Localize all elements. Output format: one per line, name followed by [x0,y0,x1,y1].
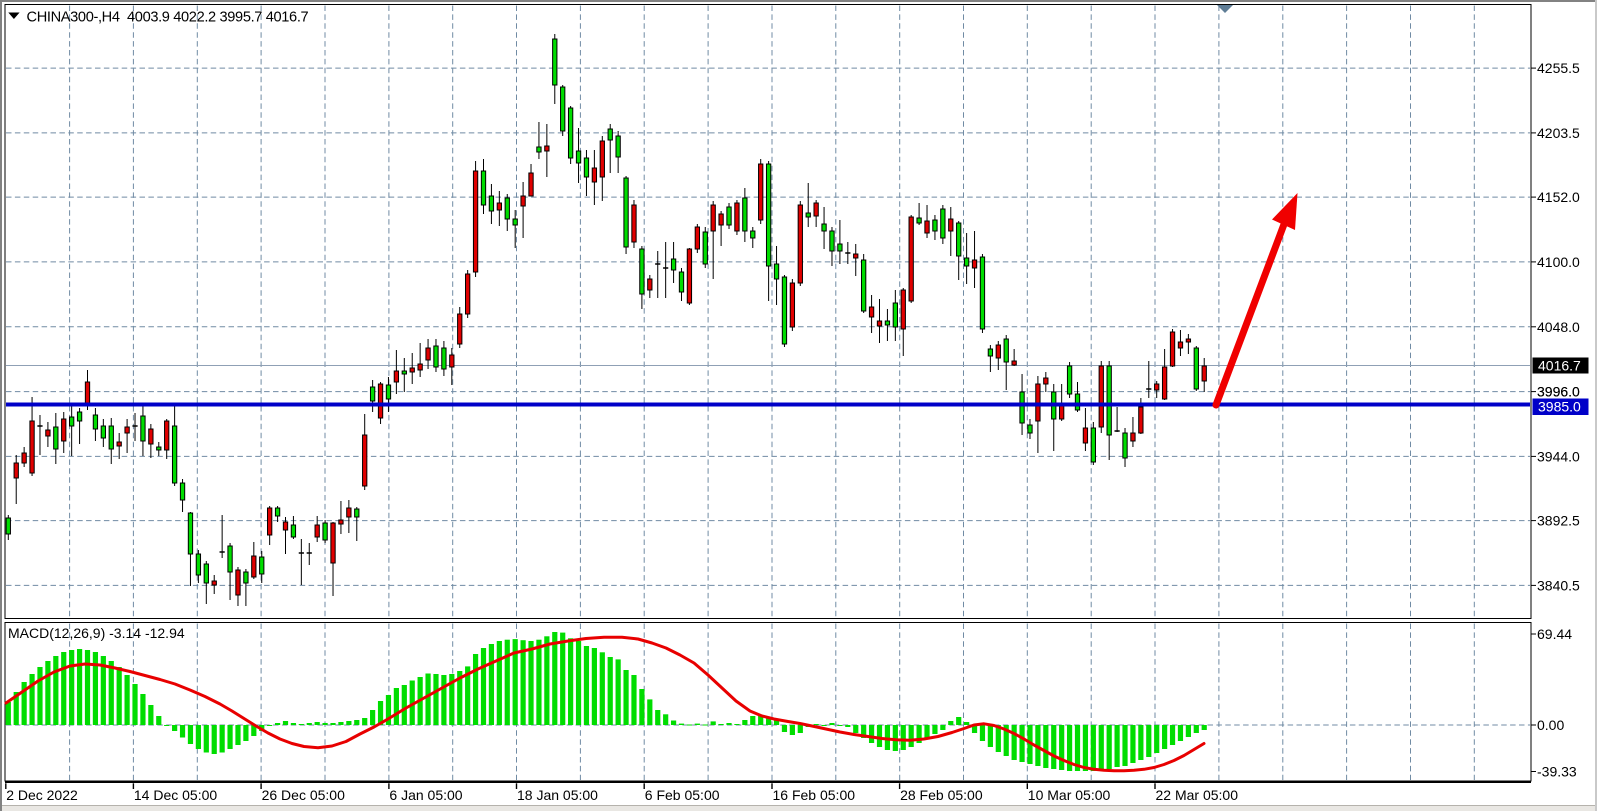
svg-text:4048.0: 4048.0 [1537,319,1580,335]
svg-text:26 Dec 05:00: 26 Dec 05:00 [262,787,345,803]
svg-text:69.44: 69.44 [1537,626,1572,642]
svg-text:6 Feb 05:00: 6 Feb 05:00 [645,787,720,803]
svg-text:3840.5: 3840.5 [1537,577,1580,593]
svg-text:22 Mar 05:00: 22 Mar 05:00 [1156,787,1239,803]
svg-text:18 Jan 05:00: 18 Jan 05:00 [517,787,598,803]
svg-text:3985.0: 3985.0 [1538,399,1581,415]
svg-text:3944.0: 3944.0 [1537,448,1580,464]
svg-text:4016.7: 4016.7 [1538,358,1581,374]
svg-text:4255.5: 4255.5 [1537,60,1580,76]
svg-text:4100.0: 4100.0 [1537,254,1580,270]
svg-text:-39.33: -39.33 [1537,764,1577,780]
svg-text:14 Dec 05:00: 14 Dec 05:00 [134,787,217,803]
svg-text:28 Feb 05:00: 28 Feb 05:00 [900,787,983,803]
svg-text:2 Dec 2022: 2 Dec 2022 [6,787,78,803]
svg-text:0.00: 0.00 [1537,717,1564,733]
svg-text:6 Jan 05:00: 6 Jan 05:00 [389,787,462,803]
svg-text:4203.5: 4203.5 [1537,125,1580,141]
svg-text:16 Feb 05:00: 16 Feb 05:00 [773,787,856,803]
svg-text:3996.0: 3996.0 [1537,384,1580,400]
svg-text:3892.5: 3892.5 [1537,513,1580,529]
svg-text:MACD(12,26,9) -3.14 -12.94: MACD(12,26,9) -3.14 -12.94 [8,625,185,641]
svg-text:10 Mar 05:00: 10 Mar 05:00 [1028,787,1111,803]
svg-text:3996.0: 3996.0 [1537,384,1580,400]
svg-text:4152.0: 4152.0 [1537,189,1580,205]
svg-text:CHINA300-,H4 4003.9 4022.2 39: CHINA300-,H4 4003.9 4022.2 3995.7 4016.7 [27,10,309,26]
